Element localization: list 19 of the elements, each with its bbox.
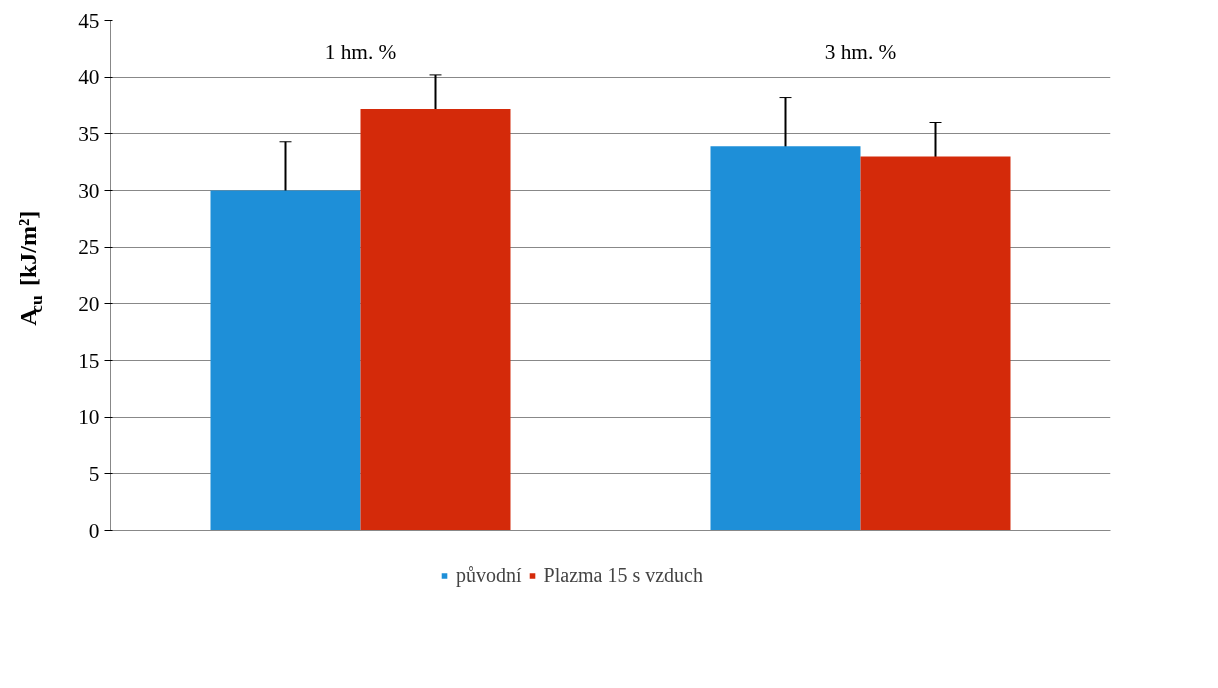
bar	[210, 190, 361, 531]
y-tick-label: 30	[78, 178, 100, 203]
y-tick-label: 25	[78, 235, 100, 260]
y-tick-label: 35	[78, 121, 100, 146]
y-tick-label: 10	[78, 405, 100, 430]
y-tick-label: 15	[78, 348, 100, 373]
y-tick-label: 20	[78, 291, 100, 316]
bar	[860, 156, 1011, 531]
y-tick-label: 45	[78, 8, 100, 33]
legend-label: Plazma 15 s vzduch	[543, 563, 703, 587]
bar	[710, 146, 861, 531]
x-tick-label: 3 hm. %	[824, 39, 897, 64]
x-tick-label: 1 hm. %	[324, 39, 397, 64]
y-tick-label: 5	[88, 461, 100, 486]
y-tick-label: 40	[78, 65, 100, 90]
legend-label: původní	[456, 563, 522, 587]
y-tick-label: 0	[88, 518, 100, 543]
y-axis-title: Acu [kJ/m²]	[15, 210, 46, 326]
bar	[360, 108, 511, 531]
